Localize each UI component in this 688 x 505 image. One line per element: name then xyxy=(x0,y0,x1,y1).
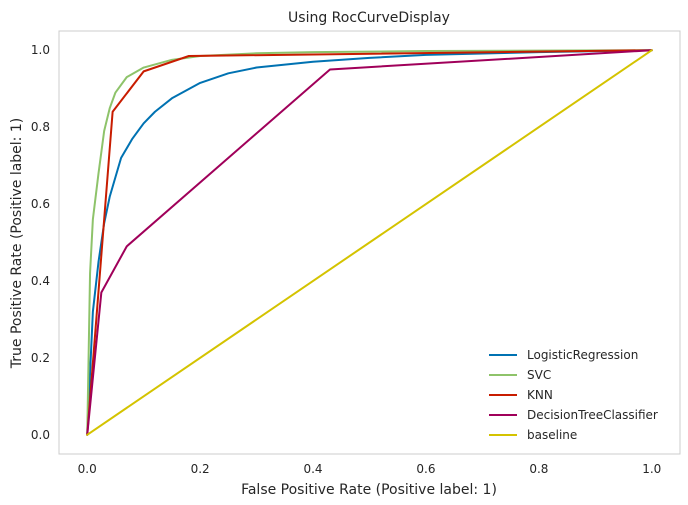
y-tick-label: 0.8 xyxy=(31,120,50,134)
y-axis-label: True Positive Rate (Positive label: 1) xyxy=(9,118,25,369)
y-tick-label: 0.0 xyxy=(31,428,50,442)
series-line-baseline xyxy=(86,49,653,436)
x-axis-label: False Positive Rate (Positive label: 1) xyxy=(241,482,497,498)
x-tick-label: 0.8 xyxy=(529,462,548,476)
y-tick-label: 0.4 xyxy=(31,274,50,288)
y-tick-label: 0.2 xyxy=(31,351,50,365)
x-tick-label: 0.6 xyxy=(416,462,435,476)
legend: LogisticRegression SVC KNN DecisionTreeClas… xyxy=(489,348,658,442)
series-lines xyxy=(86,49,653,436)
legend-label: KNN xyxy=(527,388,553,402)
legend-label: DecisionTreeClassifier xyxy=(527,408,658,422)
x-tick-label: 1.0 xyxy=(642,462,661,476)
legend-label: LogisticRegression xyxy=(527,348,638,362)
series-line-knn xyxy=(86,49,653,436)
y-tick-label: 1.0 xyxy=(31,43,50,57)
x-tick-label: 0.4 xyxy=(303,462,322,476)
axis-ticks: 0.0 0.2 0.4 0.6 0.8 1.0 0.0 0.2 0.4 0.6 0.8 1.0 xyxy=(31,43,661,476)
legend-label: SVC xyxy=(527,368,551,382)
chart-title: Using RocCurveDisplay xyxy=(288,10,450,26)
x-tick-label: 0.2 xyxy=(191,462,210,476)
series-line-decisiontreeclassifier xyxy=(86,49,653,436)
x-tick-label: 0.0 xyxy=(78,462,97,476)
legend-label: baseline xyxy=(527,428,577,442)
series-line-svc xyxy=(86,49,653,436)
y-tick-label: 0.6 xyxy=(31,197,50,211)
